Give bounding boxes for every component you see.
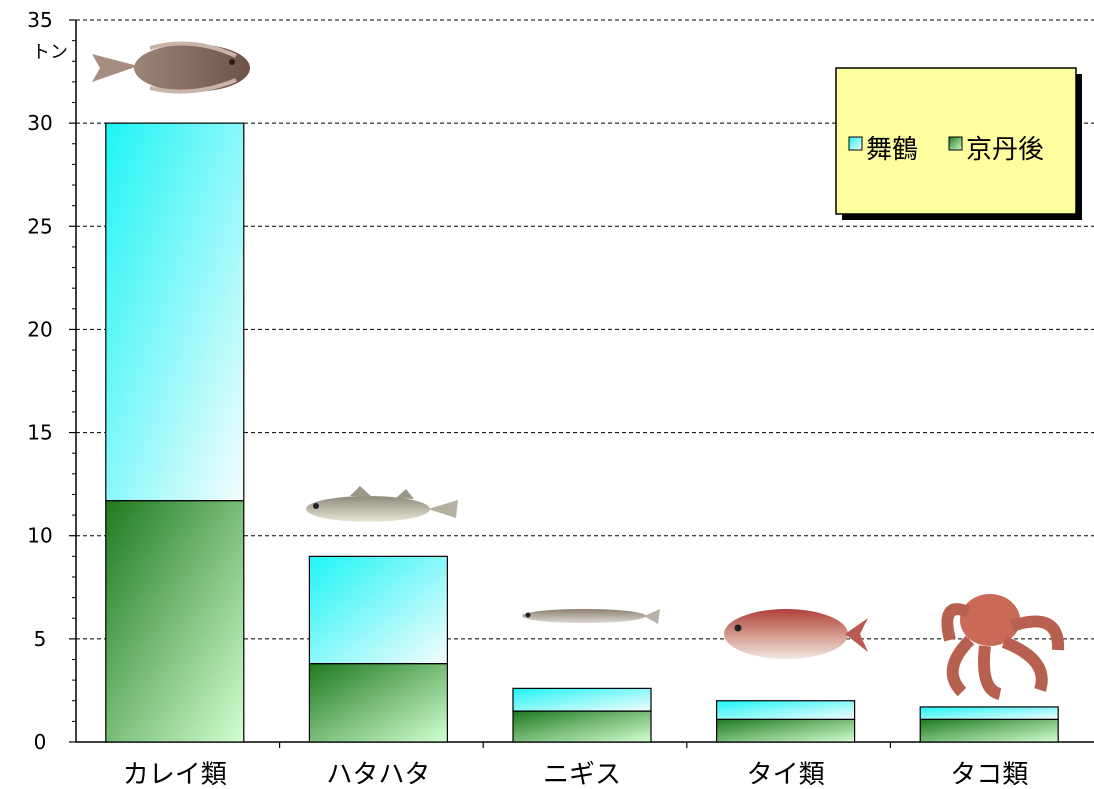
bar-kyotango-4	[919, 718, 1059, 743]
legend-label-kyotango: 京丹後	[966, 135, 1044, 165]
sea-bream-image	[724, 609, 868, 659]
bar-kyotango-0	[105, 500, 245, 743]
bar-maizuru-4	[919, 706, 1059, 720]
x-category-label-1: ハタハタ	[326, 760, 430, 789]
y-tick-label-15: 15	[27, 421, 52, 445]
y-unit-label: トン	[32, 42, 68, 63]
legend-swatch-maizuru	[848, 136, 863, 151]
y-tick-label-10: 10	[27, 524, 52, 548]
y-tick-label-35: 35	[27, 8, 52, 32]
bar-kyotango-1	[308, 663, 448, 743]
legend-swatch-kyotango	[948, 136, 963, 151]
bar-maizuru-1	[308, 555, 448, 665]
y-tick-label-20: 20	[27, 317, 52, 341]
bar-maizuru-0	[105, 122, 245, 502]
bar-kyotango-2	[512, 710, 652, 743]
flatfish-image	[92, 41, 250, 94]
octopus-image	[941, 594, 1065, 700]
fish-illustrations	[92, 41, 1065, 700]
y-tick-label-0: 0	[34, 730, 47, 754]
x-category-label-2: ニギス	[543, 760, 621, 789]
sandfish-image	[306, 486, 458, 522]
y-tick-label-25: 25	[27, 214, 52, 238]
legend-label-maizuru: 舞鶴	[866, 135, 918, 165]
bar-kyotango-3	[715, 718, 856, 743]
argentine-image	[522, 609, 660, 624]
x-category-label-4: タコ類	[950, 760, 1028, 789]
x-category-label-3: タイ類	[747, 760, 825, 789]
y-tick-label-30: 30	[27, 111, 52, 135]
bars	[105, 122, 1059, 743]
legend: 舞鶴 京丹後	[835, 67, 1082, 220]
x-category-label-0: カレイ類	[123, 760, 227, 789]
bar-maizuru-2	[512, 687, 652, 712]
bar-maizuru-3	[715, 700, 856, 720]
y-tick-label-5: 5	[34, 627, 47, 651]
